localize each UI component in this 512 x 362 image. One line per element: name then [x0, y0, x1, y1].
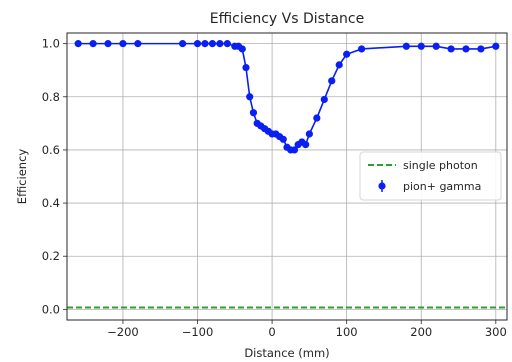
legend-swatch-pion-gamma — [378, 180, 386, 192]
x-tick-label: 300 — [485, 325, 507, 339]
data-point-pion-gamma — [477, 45, 485, 53]
y-tick-label: 0.6 — [42, 143, 60, 157]
data-point-pion-gamma — [104, 40, 112, 48]
data-point-pion-gamma — [119, 40, 127, 48]
data-point-pion-gamma — [178, 40, 187, 48]
data-point-pion-gamma — [432, 42, 440, 50]
y-tick-label: 0.4 — [42, 196, 60, 210]
x-tick-label: 0 — [268, 325, 275, 339]
x-tick-label: −100 — [182, 325, 214, 339]
data-point-pion-gamma — [242, 63, 250, 72]
data-point-pion-gamma — [343, 50, 351, 58]
data-point-pion-gamma — [279, 135, 287, 143]
y-tick-label: 0.8 — [42, 90, 60, 104]
data-point-pion-gamma — [417, 42, 425, 50]
data-point-pion-gamma — [208, 40, 217, 48]
data-point-pion-gamma — [246, 93, 254, 101]
data-point-pion-gamma — [201, 40, 209, 48]
data-point-pion-gamma — [335, 61, 343, 69]
plot-area-frame — [66, 32, 508, 321]
data-point-pion-gamma — [492, 42, 500, 50]
data-point-pion-gamma — [134, 40, 142, 48]
chart-title: Efficiency Vs Distance — [210, 11, 364, 27]
axis-ticks: −200 −100 0 100 200 300 0.0 0.2 0.4 0.6 0.8 1.0 — [42, 37, 507, 339]
data-point-pion-gamma — [402, 42, 410, 50]
data-point-pion-gamma — [74, 40, 82, 48]
plot-series — [67, 40, 507, 309]
data-point-pion-gamma — [462, 45, 470, 53]
legend-label-single-photon: single photon — [403, 159, 478, 172]
data-point-pion-gamma — [320, 95, 328, 104]
data-point-pion-gamma — [302, 141, 310, 149]
data-point-pion-gamma — [313, 114, 321, 122]
x-tick-label: 100 — [336, 325, 358, 339]
y-tick-label: 1.0 — [42, 37, 60, 51]
data-point-pion-gamma — [89, 40, 97, 48]
x-axis-label: Distance (mm) — [244, 346, 329, 360]
y-axis-label: Efficiency — [15, 149, 29, 205]
data-point-pion-gamma — [447, 45, 455, 53]
data-point-pion-gamma — [249, 109, 258, 117]
data-point-pion-gamma — [223, 40, 231, 48]
y-tick-label: 0.2 — [42, 249, 60, 263]
legend-label-pion-gamma: pion+ gamma — [403, 180, 481, 193]
x-tick-label: −200 — [107, 325, 139, 339]
data-point-pion-gamma — [290, 146, 299, 154]
data-point-pion-gamma — [357, 45, 366, 53]
data-point-pion-gamma — [305, 130, 313, 138]
data-point-pion-gamma — [193, 40, 202, 48]
legend: single photon pion+ gamma — [359, 151, 502, 201]
data-point-pion-gamma — [238, 45, 246, 53]
data-point-pion-gamma — [216, 40, 224, 48]
legend-marker-pion-gamma — [378, 182, 386, 190]
y-tick-label: 0.0 — [42, 302, 60, 316]
x-tick-label: 200 — [410, 325, 432, 339]
data-point-pion-gamma — [328, 77, 336, 85]
